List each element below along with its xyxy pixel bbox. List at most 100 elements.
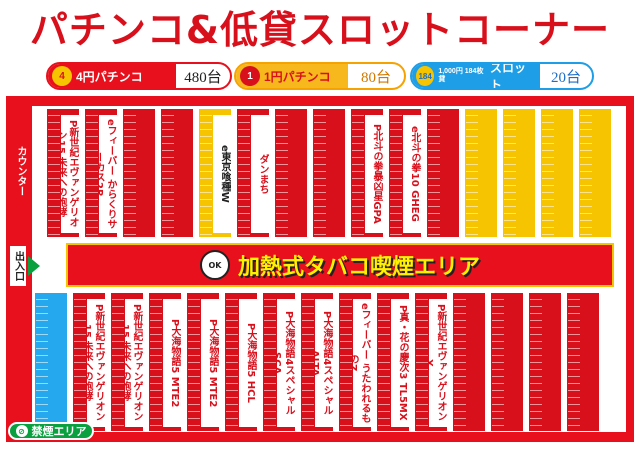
legend-count: 80台 — [360, 69, 391, 86]
no-smoking-icon: ⊘ — [15, 425, 28, 437]
legend-4yen-pachinko: 4 4円パチンコ 480台 — [46, 62, 232, 90]
machine-island: eフィーバー からくりサーカス2R — [84, 108, 118, 238]
machine-label: P大海物語4スペシャル ALTA — [315, 299, 333, 427]
184-badge-icon: 184 — [416, 66, 435, 86]
entrance-arrow-icon — [28, 256, 40, 276]
machine-island: P新世紀エヴァンゲリオンX — [414, 292, 448, 432]
machine-island — [578, 108, 612, 238]
machine-slots — [200, 109, 212, 237]
counter-label: カウンター — [15, 146, 26, 196]
machine-slots — [276, 109, 288, 237]
machine-island: P大海物語5 MTE2 — [148, 292, 182, 432]
machine-label: P新世紀エヴァンゲリオン15 未来への咆哮 — [125, 299, 143, 427]
machine-slots — [238, 109, 250, 237]
smoking-area-banner: OK 加熱式タバコ喫煙エリア — [66, 243, 614, 287]
machine-label: eフィーバー うたわれるものZ — [353, 299, 371, 427]
machine-slots — [542, 109, 554, 237]
machine-island — [122, 108, 156, 238]
machine-slots — [466, 109, 478, 237]
machine-label: P新世紀エヴァンゲリオン15 未来への咆哮 — [87, 299, 105, 427]
machine-label: P大海物語5 MTE2 — [201, 299, 219, 427]
machine-island: e東京喰種W — [198, 108, 232, 238]
machine-slots — [124, 109, 136, 237]
machine-island — [490, 292, 524, 432]
machine-label: e北斗の拳10 GHEG — [403, 115, 421, 233]
machine-slots — [112, 293, 124, 431]
machine-island: eフィーバー うたわれるものZ — [338, 292, 372, 432]
machine-label: P大海物語4スペシャル SCA — [277, 299, 295, 427]
machine-slots — [390, 109, 402, 237]
machine-slots — [580, 109, 592, 237]
machine-slots — [74, 293, 86, 431]
machine-island — [464, 108, 498, 238]
machine-island: P大海物語4スペシャル ALTA — [300, 292, 334, 432]
machine-label: P真・花の慶次3 TL5MX — [391, 299, 409, 427]
machine-island: P新世紀エヴァンゲリオン15 未来への咆哮 — [46, 108, 80, 238]
machine-slots — [314, 109, 326, 237]
legend-count: 20台 — [550, 69, 581, 86]
machine-slots — [302, 293, 314, 431]
machine-label: P新世紀エヴァンゲリオンX — [429, 299, 447, 427]
machine-slots — [340, 293, 352, 431]
legend-label: スロット — [490, 62, 527, 90]
machine-slots — [492, 293, 504, 431]
machine-island — [502, 108, 536, 238]
4yen-badge-icon: 4 — [52, 66, 72, 86]
machine-island: P大海物語4スペシャル SCA — [262, 292, 296, 432]
machine-island — [160, 108, 194, 238]
legend-count: 480台 — [184, 69, 222, 86]
machine-slots — [352, 109, 364, 237]
machine-island — [426, 108, 460, 238]
machine-slots — [48, 109, 60, 237]
machine-slots — [454, 293, 466, 431]
machine-slots — [226, 293, 238, 431]
machine-island: P北斗の拳暴凶星GPA — [350, 108, 384, 238]
entrance-label: 出入口 — [10, 246, 26, 286]
machine-slots — [416, 293, 428, 431]
counter: カウンター — [6, 96, 32, 246]
machine-island — [34, 292, 68, 432]
machine-island — [452, 292, 486, 432]
machine-slots — [568, 293, 580, 431]
machine-slots — [162, 109, 174, 237]
machine-island — [540, 108, 574, 238]
machine-island — [566, 292, 600, 432]
machine-island — [528, 292, 562, 432]
machine-label: e東京喰種W — [213, 115, 231, 233]
machine-island: P大海物語5 MTE2 — [186, 292, 220, 432]
machine-slots — [378, 293, 390, 431]
machine-slots — [428, 109, 440, 237]
machine-label: P新世紀エヴァンゲリオン15 未来への咆哮 — [61, 115, 79, 233]
machine-label: eフィーバー からくりサーカス2R — [99, 115, 117, 233]
machine-slots — [36, 293, 48, 431]
machine-island: ダンまち — [236, 108, 270, 238]
machine-slots — [188, 293, 200, 431]
machine-slots — [530, 293, 542, 431]
no-smoking-area-badge: ⊘ 禁煙エリア — [8, 422, 94, 440]
machine-island — [312, 108, 346, 238]
machine-island: P新世紀エヴァンゲリオン15 未来への咆哮 — [72, 292, 106, 432]
page-title: パチンコ&低貸スロットコーナー — [29, 8, 611, 52]
no-smoking-label: 禁煙エリア — [31, 425, 87, 438]
machine-slots — [504, 109, 516, 237]
1yen-badge-icon: 1 — [240, 66, 260, 86]
legend-label: 4円パチンコ — [76, 69, 143, 84]
machine-island: P真・花の慶次3 TL5MX — [376, 292, 410, 432]
machine-label: P大海物語5 HCL — [239, 299, 257, 427]
machine-label: P北斗の拳暴凶星GPA — [365, 115, 383, 233]
machine-slots — [86, 109, 98, 237]
legend-rate: 1,000円 184枚貸 — [438, 68, 484, 83]
floor-map: カウンター 出入口 P新世紀エヴァンゲリオン15 未来への咆哮 eフィーバー から… — [6, 96, 634, 442]
machine-island: P大海物語5 HCL — [224, 292, 258, 432]
machine-label: ダンまち — [251, 115, 269, 233]
machine-island: e北斗の拳10 GHEG — [388, 108, 422, 238]
smoking-area-label: 加熱式タバコ喫煙エリア — [237, 255, 480, 280]
machine-island — [274, 108, 308, 238]
machine-slots — [150, 293, 162, 431]
legend-1yen-pachinko: 1 1円パチンコ 80台 — [234, 62, 406, 90]
ok-icon: OK — [199, 250, 230, 280]
machine-slots — [264, 293, 276, 431]
machine-island: P新世紀エヴァンゲリオン15 未来への咆哮 — [110, 292, 144, 432]
legend-label: 1円パチンコ — [264, 69, 331, 84]
legend-slot: 184 1,000円 184枚貸 スロット 20台 — [410, 62, 594, 90]
